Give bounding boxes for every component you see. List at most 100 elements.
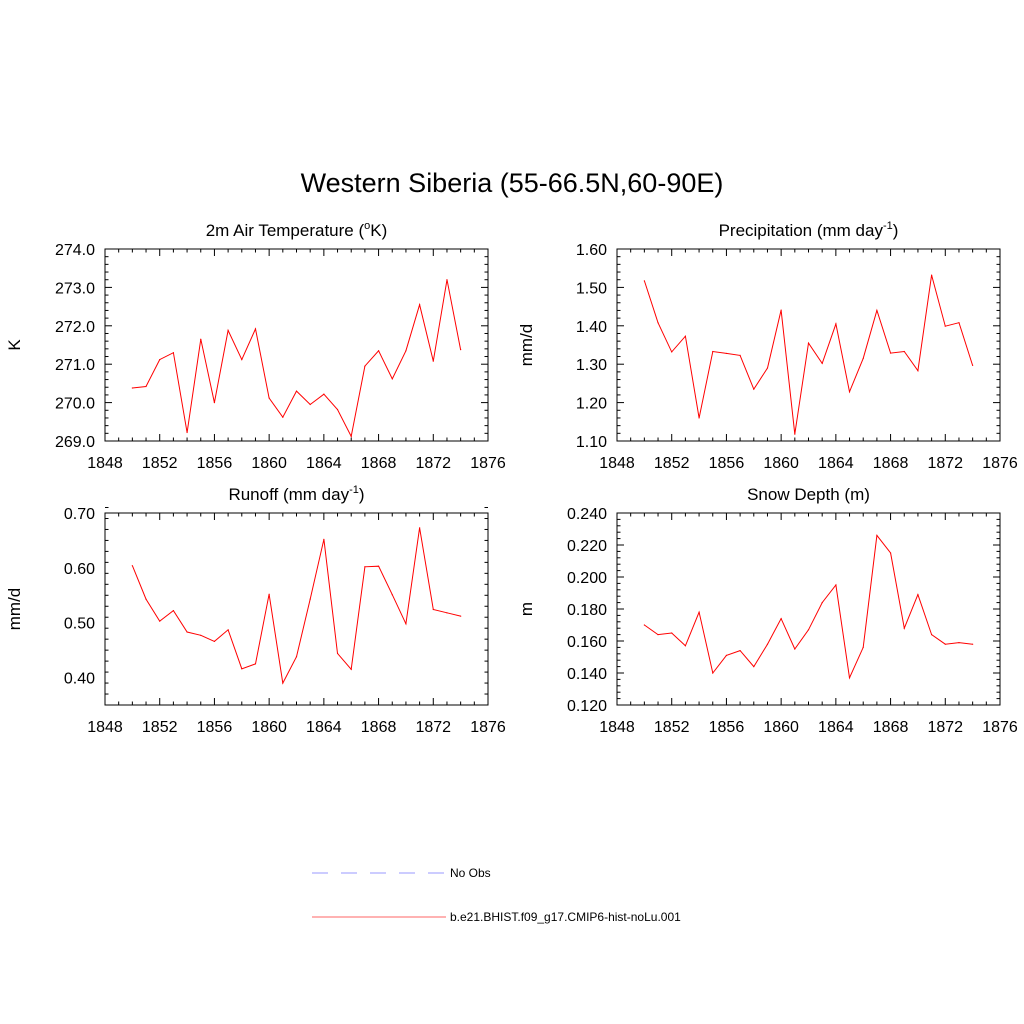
data-point [684,335,686,337]
legend-model-swatch [312,916,446,918]
plot-frame [616,512,1001,706]
x-tick-label: 1876 [470,719,506,736]
data-point [958,322,960,324]
data-point [739,354,741,356]
panel-title: Snow Depth (m) [747,485,870,504]
data-point [336,408,339,411]
x-tick-label: 1852 [654,719,690,736]
data-point [254,328,257,330]
data-point [323,538,325,540]
y-tick-label: 0.120 [567,698,607,715]
chart-panel-4: 1848 1852 1856 1860 1864 1868 1872 1876 0.120 0.1… [517,485,1018,736]
data-point [377,350,380,352]
data-point [766,643,769,645]
series-line [132,279,462,438]
panel-title: Precipitation (mm day-1) [719,220,899,240]
chart-panel-3: 1848 1852 1856 1860 1864 1868 1872 1876 0.40 0.50… [5,484,506,736]
data-point [848,677,851,679]
x-tick-label: 1852 [654,455,690,472]
data-point [405,623,407,625]
y-axis-label: m [517,602,536,616]
x-tick-label: 1868 [361,719,397,736]
data-point [131,565,133,567]
x-tick-label: 1872 [927,455,963,472]
data-point [254,663,257,665]
y-tick-label: 272.0 [55,319,95,336]
data-point [807,629,810,631]
x-tick-label: 1848 [87,719,123,736]
data-point [931,274,933,276]
data-point [807,342,810,344]
data-point [903,627,905,629]
data-point [213,640,216,642]
y-tick-label: 273.0 [55,280,95,297]
data-point [241,358,243,361]
data-point [282,416,284,418]
data-point [446,279,448,281]
x-tick-label: 1872 [415,719,451,736]
panel-title: Runoff (mm day-1) [228,484,364,504]
data-point [671,351,673,353]
data-point [766,367,769,369]
x-tick-label: 1864 [818,455,854,472]
x-tick-label: 1860 [763,719,799,736]
x-tick-label: 1856 [197,455,233,472]
data-point [186,431,188,434]
data-point [903,350,905,353]
data-point [295,656,298,658]
x-tick-label: 1848 [599,455,635,472]
data-point [862,357,864,360]
series-line [131,527,461,685]
data-point [419,304,421,306]
data-point [931,634,933,636]
data-point [145,598,147,600]
x-tick-label: 1852 [142,455,178,472]
data-point [671,632,673,634]
x-tick-label: 1864 [306,719,342,736]
data-point [364,566,366,568]
series-line [644,534,973,680]
x-tick-label: 1876 [470,455,506,472]
data-point [780,309,782,311]
data-point [944,643,946,645]
x-tick-label: 1860 [251,455,287,472]
data-point [377,565,380,567]
data-point [725,654,728,657]
x-tick-label: 1872 [415,455,451,472]
data-point [282,682,284,684]
data-point [460,349,462,351]
x-tick-label: 1852 [142,719,178,736]
x-tick-label: 1848 [599,719,635,736]
data-point [753,388,755,390]
data-point [323,393,325,395]
panel-title: 2m Air Temperature (oK) [206,220,388,240]
y-tick-label: 0.40 [64,671,95,688]
x-tick-label: 1860 [251,719,287,736]
data-point [391,594,393,596]
chart-panel-2: 1848 1852 1856 1860 1864 1868 1872 1876 1.10 1.20… [517,220,1018,472]
data-point [972,643,974,645]
data-point [131,387,133,389]
x-tick-label: 1868 [873,455,909,472]
data-point [794,648,796,650]
data-point [227,629,229,631]
chart-panel-1: 1848 1852 1856 1860 1864 1868 1872 1876 269.0 270… [5,220,506,472]
x-tick-label: 1876 [982,455,1018,472]
data-point [889,352,892,354]
data-point [268,397,270,399]
data-point [712,350,714,353]
data-point [419,527,421,529]
data-point [350,435,352,437]
data-point [643,280,645,282]
data-point [391,378,393,380]
data-point [876,309,878,312]
x-tick-label: 1864 [306,455,342,472]
y-tick-label: 1.40 [576,319,607,336]
y-axis-label: K [5,339,24,351]
data-point [698,417,700,419]
data-point [889,552,892,554]
data-point [460,615,462,617]
data-point [944,325,946,327]
data-point [794,433,796,435]
x-tick-label: 1868 [873,719,909,736]
